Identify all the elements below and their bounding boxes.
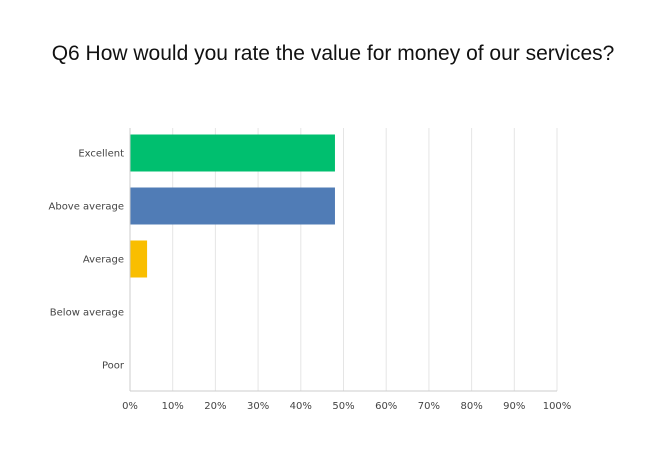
x-tick-label: 0% [122,401,138,412]
category-label: Average [83,255,124,266]
x-tick-label: 50% [332,401,354,412]
x-tick-label: 10% [162,401,184,412]
x-tick-label: 80% [460,401,482,412]
category-labels: Excellent Above average Average Below avera… [49,149,125,372]
gridlines [172,128,558,391]
x-tick-labels: 0% 10% 20% 30% 40% 50% 60% 70% 80% 90% 100% [122,401,571,412]
x-tick-label: 90% [503,401,525,412]
x-tick-label: 40% [290,401,312,412]
page-title: Q6 How would you rate the value for mone… [51,42,615,65]
x-tick-label: 100% [543,401,572,412]
x-tick-label: 30% [247,401,269,412]
category-label: Excellent [78,149,124,160]
bar-excellent [130,134,335,172]
bars [130,134,335,278]
category-label: Below average [50,308,124,319]
category-label: Above average [49,202,125,213]
bar-average [130,240,148,278]
x-tick-label: 60% [375,401,397,412]
axes [129,128,557,392]
x-tick-label: 20% [204,401,226,412]
x-tick-label: 70% [418,401,440,412]
category-label: Poor [102,361,125,372]
bar-above-average [130,187,335,225]
